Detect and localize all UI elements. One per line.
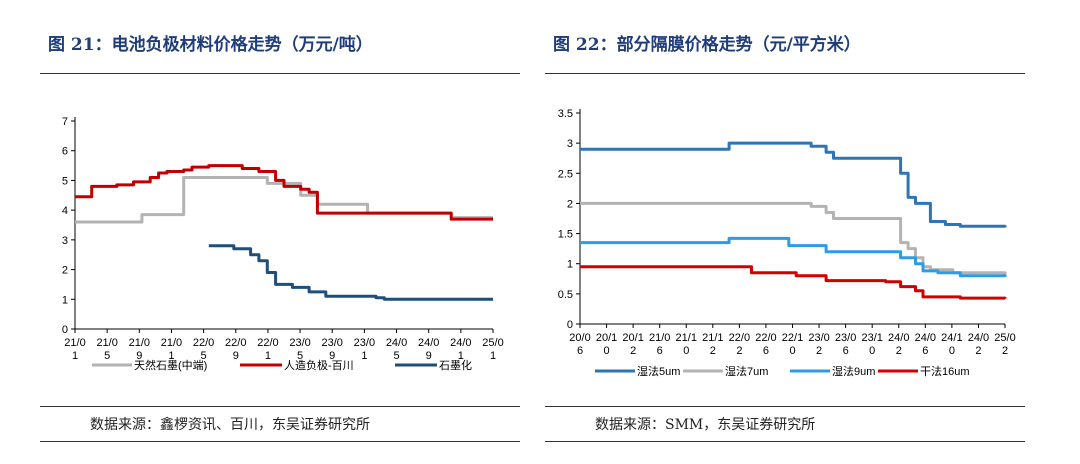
x-tick-label: 24/0 2 — [888, 332, 909, 357]
legend-label: 湿法7um — [725, 364, 768, 378]
chart-panel-right: 图 22：部分隔膜价格走势（元/平方米） 0 0.5 1 1.5 2 2.5 3 3.5 20/… — [545, 0, 1025, 464]
x-tick-label: 22/0 2 — [729, 332, 750, 357]
y-tick-label: 6 — [62, 146, 68, 158]
series-line — [580, 265, 1007, 300]
x-tick-label: 21/0 9 — [129, 337, 150, 362]
divider-bottom — [40, 441, 520, 442]
x-tick-label: 21/1 0 — [676, 332, 697, 357]
y-tick-label: 5 — [62, 175, 68, 187]
y-tick-label: 2 — [62, 265, 68, 277]
y-tick-label: 0.5 — [558, 289, 573, 301]
series-line — [580, 236, 1007, 278]
legend-label: 湿法5um — [637, 364, 680, 378]
x-tick-label: 24/1 0 — [941, 332, 962, 357]
legend-label: 湿法9um — [832, 364, 875, 378]
x-tick-label: 23/0 9 — [322, 337, 343, 362]
x-tick-label: 20/1 0 — [596, 332, 617, 357]
y-tick-label: 0 — [62, 324, 68, 336]
y-tick-label: 2 — [567, 198, 573, 210]
y-tick-label: 3 — [62, 235, 68, 247]
series-line — [75, 164, 493, 221]
x-tick-label: 23/0 6 — [835, 332, 856, 357]
series-line — [208, 244, 493, 301]
data-source-note: 数据来源：SMM，东吴证券研究所 — [595, 417, 816, 433]
x-tick-label: 21/1 2 — [702, 332, 723, 357]
legend-label: 石墨化 — [439, 358, 472, 372]
x-tick-label: 24/0 1 — [450, 337, 471, 362]
divider-top — [40, 73, 520, 74]
x-tick-label: 20/1 2 — [622, 332, 643, 357]
x-tick-label: 22/1 0 — [782, 332, 803, 357]
y-tick-label: 1 — [567, 259, 573, 271]
divider-mid — [40, 406, 520, 407]
x-tick-label: 23/0 1 — [354, 337, 375, 362]
x-tick-label: 23/1 0 — [861, 332, 882, 357]
x-tick-label: 25/0 1 — [482, 337, 503, 362]
series-line — [580, 141, 1007, 228]
series-line — [580, 201, 1007, 275]
y-tick-label: 1.5 — [558, 229, 573, 241]
x-tick-label: 25/0 2 — [994, 332, 1015, 357]
data-source-note: 数据来源：鑫椤资讯、百川，东吴证券研究所 — [90, 417, 370, 433]
anode-price-chart: 0 1 2 3 4 5 6 7 21/0 1 21/0 5 21/0 9 21/0 1 22/0 5 22/0 9 22… — [62, 116, 504, 372]
figure-title: 图 22：部分隔膜价格走势（元/平方米） — [553, 35, 861, 55]
y-tick-label: 7 — [62, 116, 68, 128]
x-tick-label: 22/0 1 — [257, 337, 278, 362]
divider-mid — [545, 406, 1025, 407]
x-tick-label: 21/0 6 — [649, 332, 670, 357]
y-tick-label: 2.5 — [558, 168, 573, 180]
x-tick-label: 21/0 5 — [96, 337, 117, 362]
x-tick-label: 22/0 9 — [225, 337, 246, 362]
y-tick-label: 4 — [62, 205, 68, 217]
x-tick-label: 22/0 6 — [755, 332, 776, 357]
y-tick-label: 3 — [567, 138, 573, 150]
x-tick-label: 24/0 5 — [386, 337, 407, 362]
x-tick-label: 23/0 2 — [808, 332, 829, 357]
x-tick-label: 24/0 2 — [968, 332, 989, 357]
x-tick-label: 24/0 9 — [418, 337, 439, 362]
y-tick-label: 3.5 — [558, 108, 573, 120]
separator-price-chart: 0 0.5 1 1.5 2 2.5 3 3.5 20/0 6 20/1 020/1 2 21/0 6 21/1… — [558, 108, 1016, 378]
x-tick-label: 24/0 6 — [915, 332, 936, 357]
legend-label: 人造负极-百川 — [284, 358, 354, 372]
x-tick-label: 22/0 5 — [193, 337, 214, 362]
x-tick-label: 23/0 5 — [289, 337, 310, 362]
divider-bottom — [545, 441, 1025, 442]
figure-title: 图 21：电池负极材料价格走势（万元/吨） — [48, 35, 373, 55]
divider-top — [545, 73, 1025, 74]
x-tick-label: 20/0 6 — [569, 332, 590, 357]
x-tick-label: 21/0 1 — [161, 337, 182, 362]
legend-label: 干法16um — [920, 364, 970, 378]
x-tick-label: 21/0 1 — [64, 337, 85, 362]
y-tick-label: 1 — [62, 294, 68, 306]
chart-panel-left: 图 21：电池负极材料价格走势（万元/吨） 0 1 2 3 4 5 6 7 21/0 1 21/0 5… — [40, 0, 520, 464]
legend-label: 天然石墨(中端) — [134, 358, 207, 372]
y-tick-label: 0 — [567, 319, 573, 331]
